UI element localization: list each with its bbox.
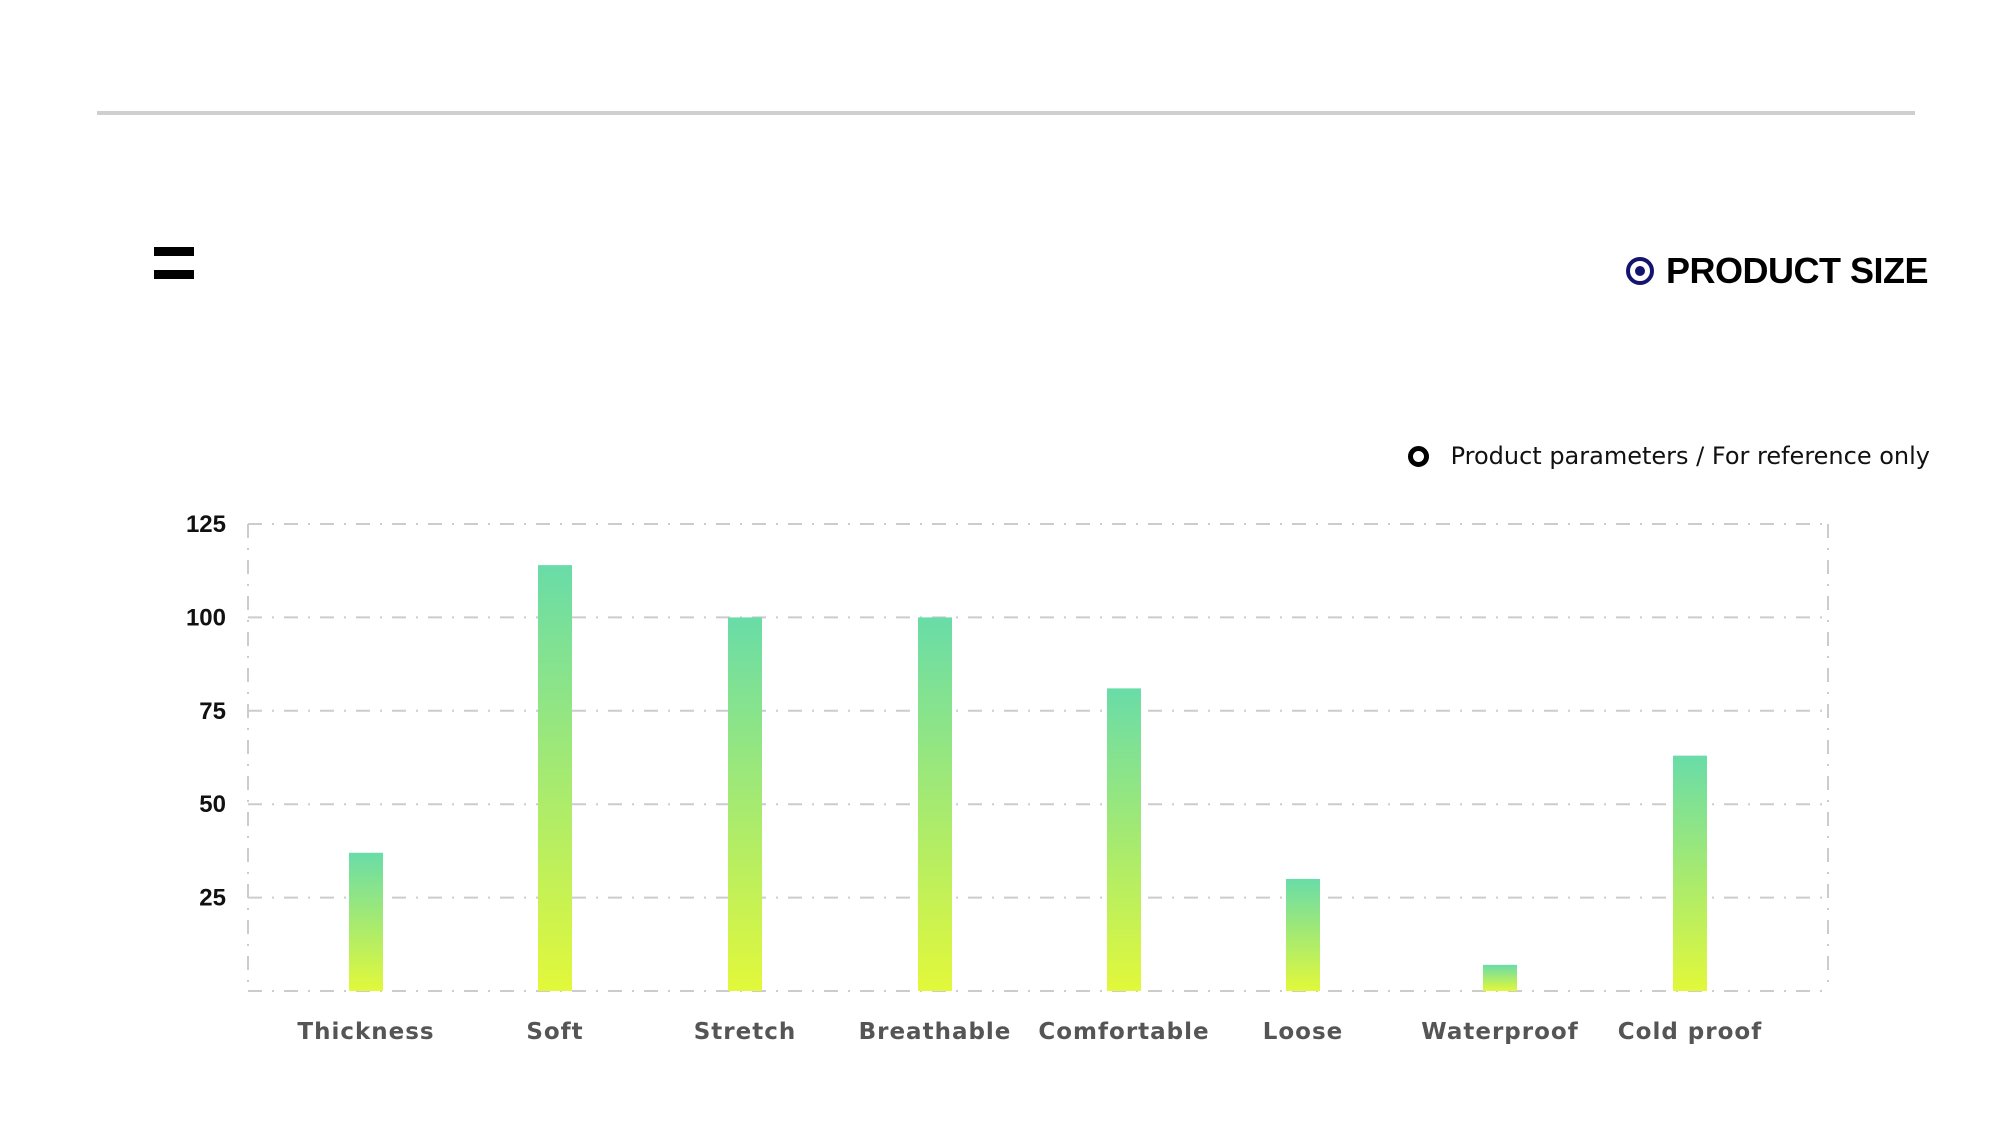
page-title: PRODUCT SIZE bbox=[1665, 250, 1929, 291]
y-tick-label: 25 bbox=[199, 885, 226, 912]
x-tick-label: Stretch bbox=[694, 1019, 797, 1045]
hamburger-icon[interactable] bbox=[154, 247, 194, 281]
chart-bars bbox=[349, 565, 1707, 991]
bar-soft bbox=[538, 565, 572, 991]
reference-note-text: Product parameters / For reference only bbox=[1450, 442, 1930, 470]
x-tick-label: Thickness bbox=[297, 1019, 434, 1045]
x-tick-label: Cold proof bbox=[1618, 1019, 1762, 1045]
bar-loose bbox=[1286, 878, 1320, 991]
y-tick-label: 75 bbox=[199, 698, 226, 725]
y-axis-ticks: 25 50 75 100 125 bbox=[186, 511, 226, 912]
bar-thickness bbox=[349, 852, 383, 991]
chart-grid bbox=[247, 523, 1829, 992]
hamburger-bar-top bbox=[154, 247, 194, 256]
x-tick-label: Soft bbox=[526, 1019, 583, 1045]
x-axis-ticks: Thickness Soft Stretch Breathable Comfortabl… bbox=[297, 1019, 1762, 1045]
y-tick-label: 125 bbox=[186, 511, 226, 538]
x-tick-label: Loose bbox=[1263, 1019, 1344, 1045]
target-circle-icon bbox=[1625, 257, 1654, 285]
reference-note: Product parameters / For reference only bbox=[1407, 442, 1930, 470]
bar-breathable bbox=[918, 617, 952, 991]
hamburger-bar-bottom bbox=[154, 270, 194, 279]
bar-comfortable bbox=[1107, 688, 1141, 991]
x-tick-label: Waterproof bbox=[1421, 1019, 1578, 1045]
x-tick-label: Comfortable bbox=[1038, 1019, 1209, 1045]
page-title-group: PRODUCT SIZE bbox=[1625, 250, 1929, 292]
y-tick-label: 50 bbox=[199, 791, 226, 818]
bar-waterproof bbox=[1483, 964, 1517, 991]
x-tick-label: Breathable bbox=[859, 1019, 1012, 1045]
bar-cold-proof bbox=[1673, 755, 1707, 991]
top-divider bbox=[97, 111, 1915, 115]
y-tick-label: 100 bbox=[186, 604, 226, 631]
bar-stretch bbox=[728, 617, 762, 991]
ring-bullet-icon bbox=[1407, 445, 1429, 467]
